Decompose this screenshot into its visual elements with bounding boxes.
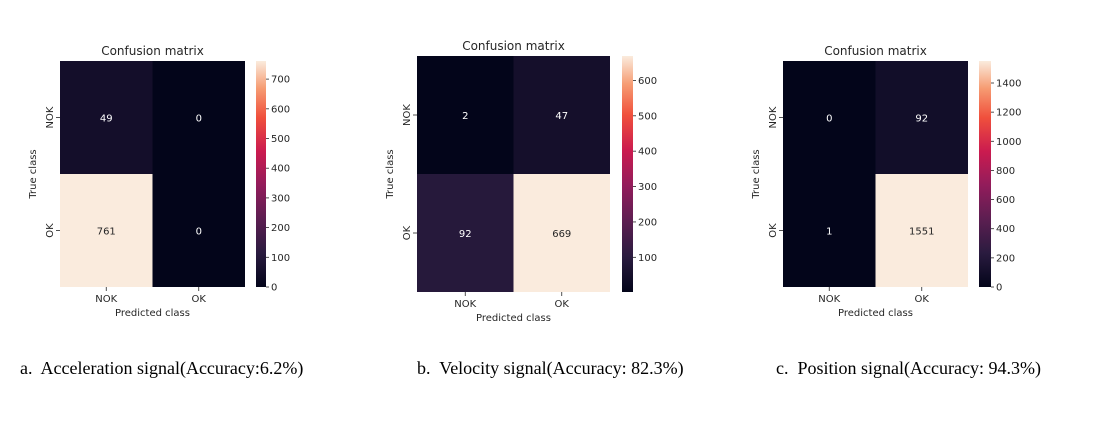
colorbar-tick-label: 500: [271, 134, 290, 145]
caption-a: a. Acceleration signal(Accuracy:6.2%): [20, 358, 303, 379]
x-tick-label: OK: [192, 294, 207, 305]
chart-title: Confusion matrix: [824, 44, 927, 58]
caption-c-letter: c.: [776, 358, 789, 378]
cell-value: 0: [826, 114, 832, 125]
colorbar-tick-label: 1000: [996, 137, 1021, 148]
cell-value: 669: [552, 229, 571, 240]
colorbar-tick-label: 1200: [996, 108, 1021, 119]
colorbar-tick-label: 600: [996, 195, 1015, 206]
cell-ok-nok: [60, 174, 153, 287]
cell-value: 92: [915, 114, 928, 125]
colorbar-tick-label: 200: [638, 217, 657, 228]
y-axis-label: True class: [751, 149, 762, 199]
colorbar-tick-label: 1400: [996, 79, 1021, 90]
y-tick-label: OK: [402, 225, 413, 240]
confusion-matrix-2: 2 47 92 669 Confusion matrix NOK OK Predicted c…: [385, 39, 657, 324]
cell-value: 1: [826, 227, 832, 238]
caption-c-text: Position signal(Accuracy: 94.3%): [797, 358, 1041, 378]
caption-a-letter: a.: [20, 358, 33, 378]
colorbar-tick-label: 300: [638, 182, 657, 193]
caption-a-text: Acceleration signal(Accuracy:6.2%): [40, 358, 304, 378]
caption-b-letter: b.: [417, 358, 431, 378]
cell-nok-nok: [783, 61, 876, 174]
y-tick-label: NOK: [768, 106, 779, 128]
colorbar-tick-label: 700: [271, 75, 290, 86]
colorbar-tick-label: 100: [271, 253, 290, 264]
caption-b: b. Velocity signal(Accuracy: 82.3%): [417, 358, 684, 379]
colorbar-tick-label: 300: [271, 193, 290, 204]
cell-nok-ok: [875, 61, 968, 174]
colorbar-tick-label: 800: [996, 166, 1015, 177]
x-tick-label: NOK: [818, 294, 840, 305]
cell-ok-ok: [152, 174, 245, 287]
colorbar-tick-label: 600: [271, 104, 290, 115]
cell-ok-nok: [783, 174, 876, 287]
x-tick-label: NOK: [454, 299, 476, 310]
colorbar: [256, 61, 266, 287]
colorbar: [622, 56, 633, 292]
cell-nok-nok: [417, 56, 514, 174]
cell-value: 49: [100, 114, 113, 125]
chart-title: Confusion matrix: [101, 44, 204, 58]
colorbar-tick-label: 400: [638, 147, 657, 158]
x-tick-label: NOK: [95, 294, 117, 305]
colorbar-tick-label: 400: [996, 224, 1015, 235]
x-axis-label: Predicted class: [476, 313, 551, 324]
cell-value: 0: [196, 114, 202, 125]
colorbar-tick-label: 200: [996, 253, 1015, 264]
chart-title: Confusion matrix: [462, 39, 565, 53]
y-tick-label: NOK: [402, 104, 413, 126]
colorbar-tick-label: 100: [638, 253, 657, 264]
cell-nok-nok: [60, 61, 153, 174]
y-tick-label: OK: [768, 223, 779, 238]
cell-ok-nok: [417, 174, 514, 292]
cell-ok-ok: [875, 174, 968, 287]
colorbar-tick-label: 0: [271, 283, 277, 294]
colorbar-tick-label: 400: [271, 164, 290, 175]
cell-value: 761: [97, 227, 116, 238]
cell-nok-ok: [513, 56, 610, 174]
caption-c: c. Position signal(Accuracy: 94.3%): [776, 358, 1041, 379]
cell-value: 0: [196, 227, 202, 238]
caption-b-text: Velocity signal(Accuracy: 82.3%): [439, 358, 684, 378]
colorbar-tick-label: 600: [638, 76, 657, 87]
cell-nok-ok: [152, 61, 245, 174]
cell-value: 1551: [909, 227, 934, 238]
colorbar-tick-label: 0: [996, 283, 1002, 294]
y-axis-label: True class: [28, 149, 39, 199]
colorbar-tick-label: 500: [638, 111, 657, 122]
x-tick-label: OK: [555, 299, 570, 310]
y-axis-label: True class: [385, 149, 396, 199]
x-axis-label: Predicted class: [115, 308, 190, 319]
colorbar: [979, 61, 991, 287]
y-tick-label: NOK: [45, 106, 56, 128]
x-tick-label: OK: [915, 294, 930, 305]
colorbar-tick-label: 200: [271, 223, 290, 234]
cell-value: 47: [555, 111, 568, 122]
cell-ok-ok: [513, 174, 610, 292]
cell-value: 2: [462, 111, 468, 122]
y-tick-label: OK: [45, 223, 56, 238]
cell-value: 92: [459, 229, 472, 240]
x-axis-label: Predicted class: [838, 308, 913, 319]
